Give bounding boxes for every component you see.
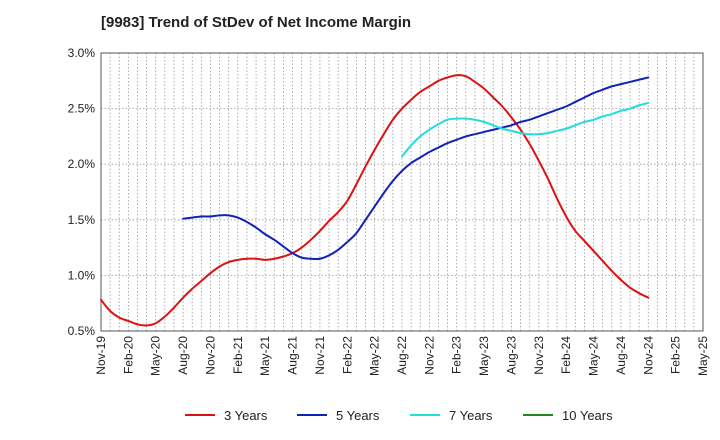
legend-label-3-years: 3 Years	[224, 408, 268, 423]
x-tick-label: Aug-23	[504, 336, 518, 375]
x-tick-label: Nov-20	[203, 336, 217, 375]
y-tick-label: 2.0%	[68, 157, 96, 171]
y-tick-label: 1.0%	[68, 268, 96, 282]
x-tick-label: Feb-20	[121, 336, 135, 374]
y-tick-label: 0.5%	[68, 324, 96, 338]
x-tick-label: Aug-22	[395, 336, 409, 375]
x-tick-label: May-24	[587, 336, 601, 376]
x-tick-label: May-20	[149, 336, 163, 376]
plot-frame	[100, 52, 704, 332]
series-line-5-years	[182, 76, 650, 261]
y-tick-label: 1.5%	[68, 213, 96, 227]
legend-label-7-years: 7 Years	[449, 408, 493, 423]
legend-label-10-years: 10 Years	[562, 408, 613, 423]
x-tick-label: Nov-24	[641, 336, 655, 375]
x-tick-label: May-25	[696, 336, 710, 376]
legend-label-5-years: 5 Years	[336, 408, 380, 423]
x-tick-label: Feb-25	[669, 336, 683, 374]
x-tick-label: Nov-19	[94, 336, 108, 375]
y-axis-ticks: 0.5% 1.0% 1.5% 2.0% 2.5% 3.0%	[68, 46, 96, 338]
x-axis-ticks: Nov-19 Feb-20 May-20 Aug-20 Nov-20 Feb-21 May-…	[94, 336, 710, 376]
series-lines	[100, 74, 650, 327]
x-tick-label: Feb-22	[340, 336, 354, 374]
y-tick-label: 2.5%	[68, 102, 96, 116]
x-tick-label: Aug-20	[176, 336, 190, 375]
series-line-3-years	[100, 74, 650, 327]
x-tick-label: Nov-22	[422, 336, 436, 375]
x-tick-label: Aug-24	[614, 336, 628, 375]
x-tick-label: May-23	[477, 336, 491, 376]
x-tick-label: Nov-23	[532, 336, 546, 375]
x-tick-label: May-22	[368, 336, 382, 376]
legend: 3 Years 5 Years 7 Years 10 Years	[185, 408, 613, 423]
x-tick-label: Feb-24	[559, 336, 573, 374]
y-tick-label: 3.0%	[68, 46, 96, 60]
x-tick-label: Feb-21	[231, 336, 245, 374]
x-tick-label: Aug-21	[286, 336, 300, 375]
x-tick-label: Feb-23	[450, 336, 464, 374]
chart-title: [9983] Trend of StDev of Net Income Marg…	[101, 14, 412, 31]
series-line-7-years	[401, 102, 650, 158]
grid-lines	[101, 53, 703, 331]
x-tick-label: Nov-21	[313, 336, 327, 375]
x-tick-label: May-21	[258, 336, 272, 376]
